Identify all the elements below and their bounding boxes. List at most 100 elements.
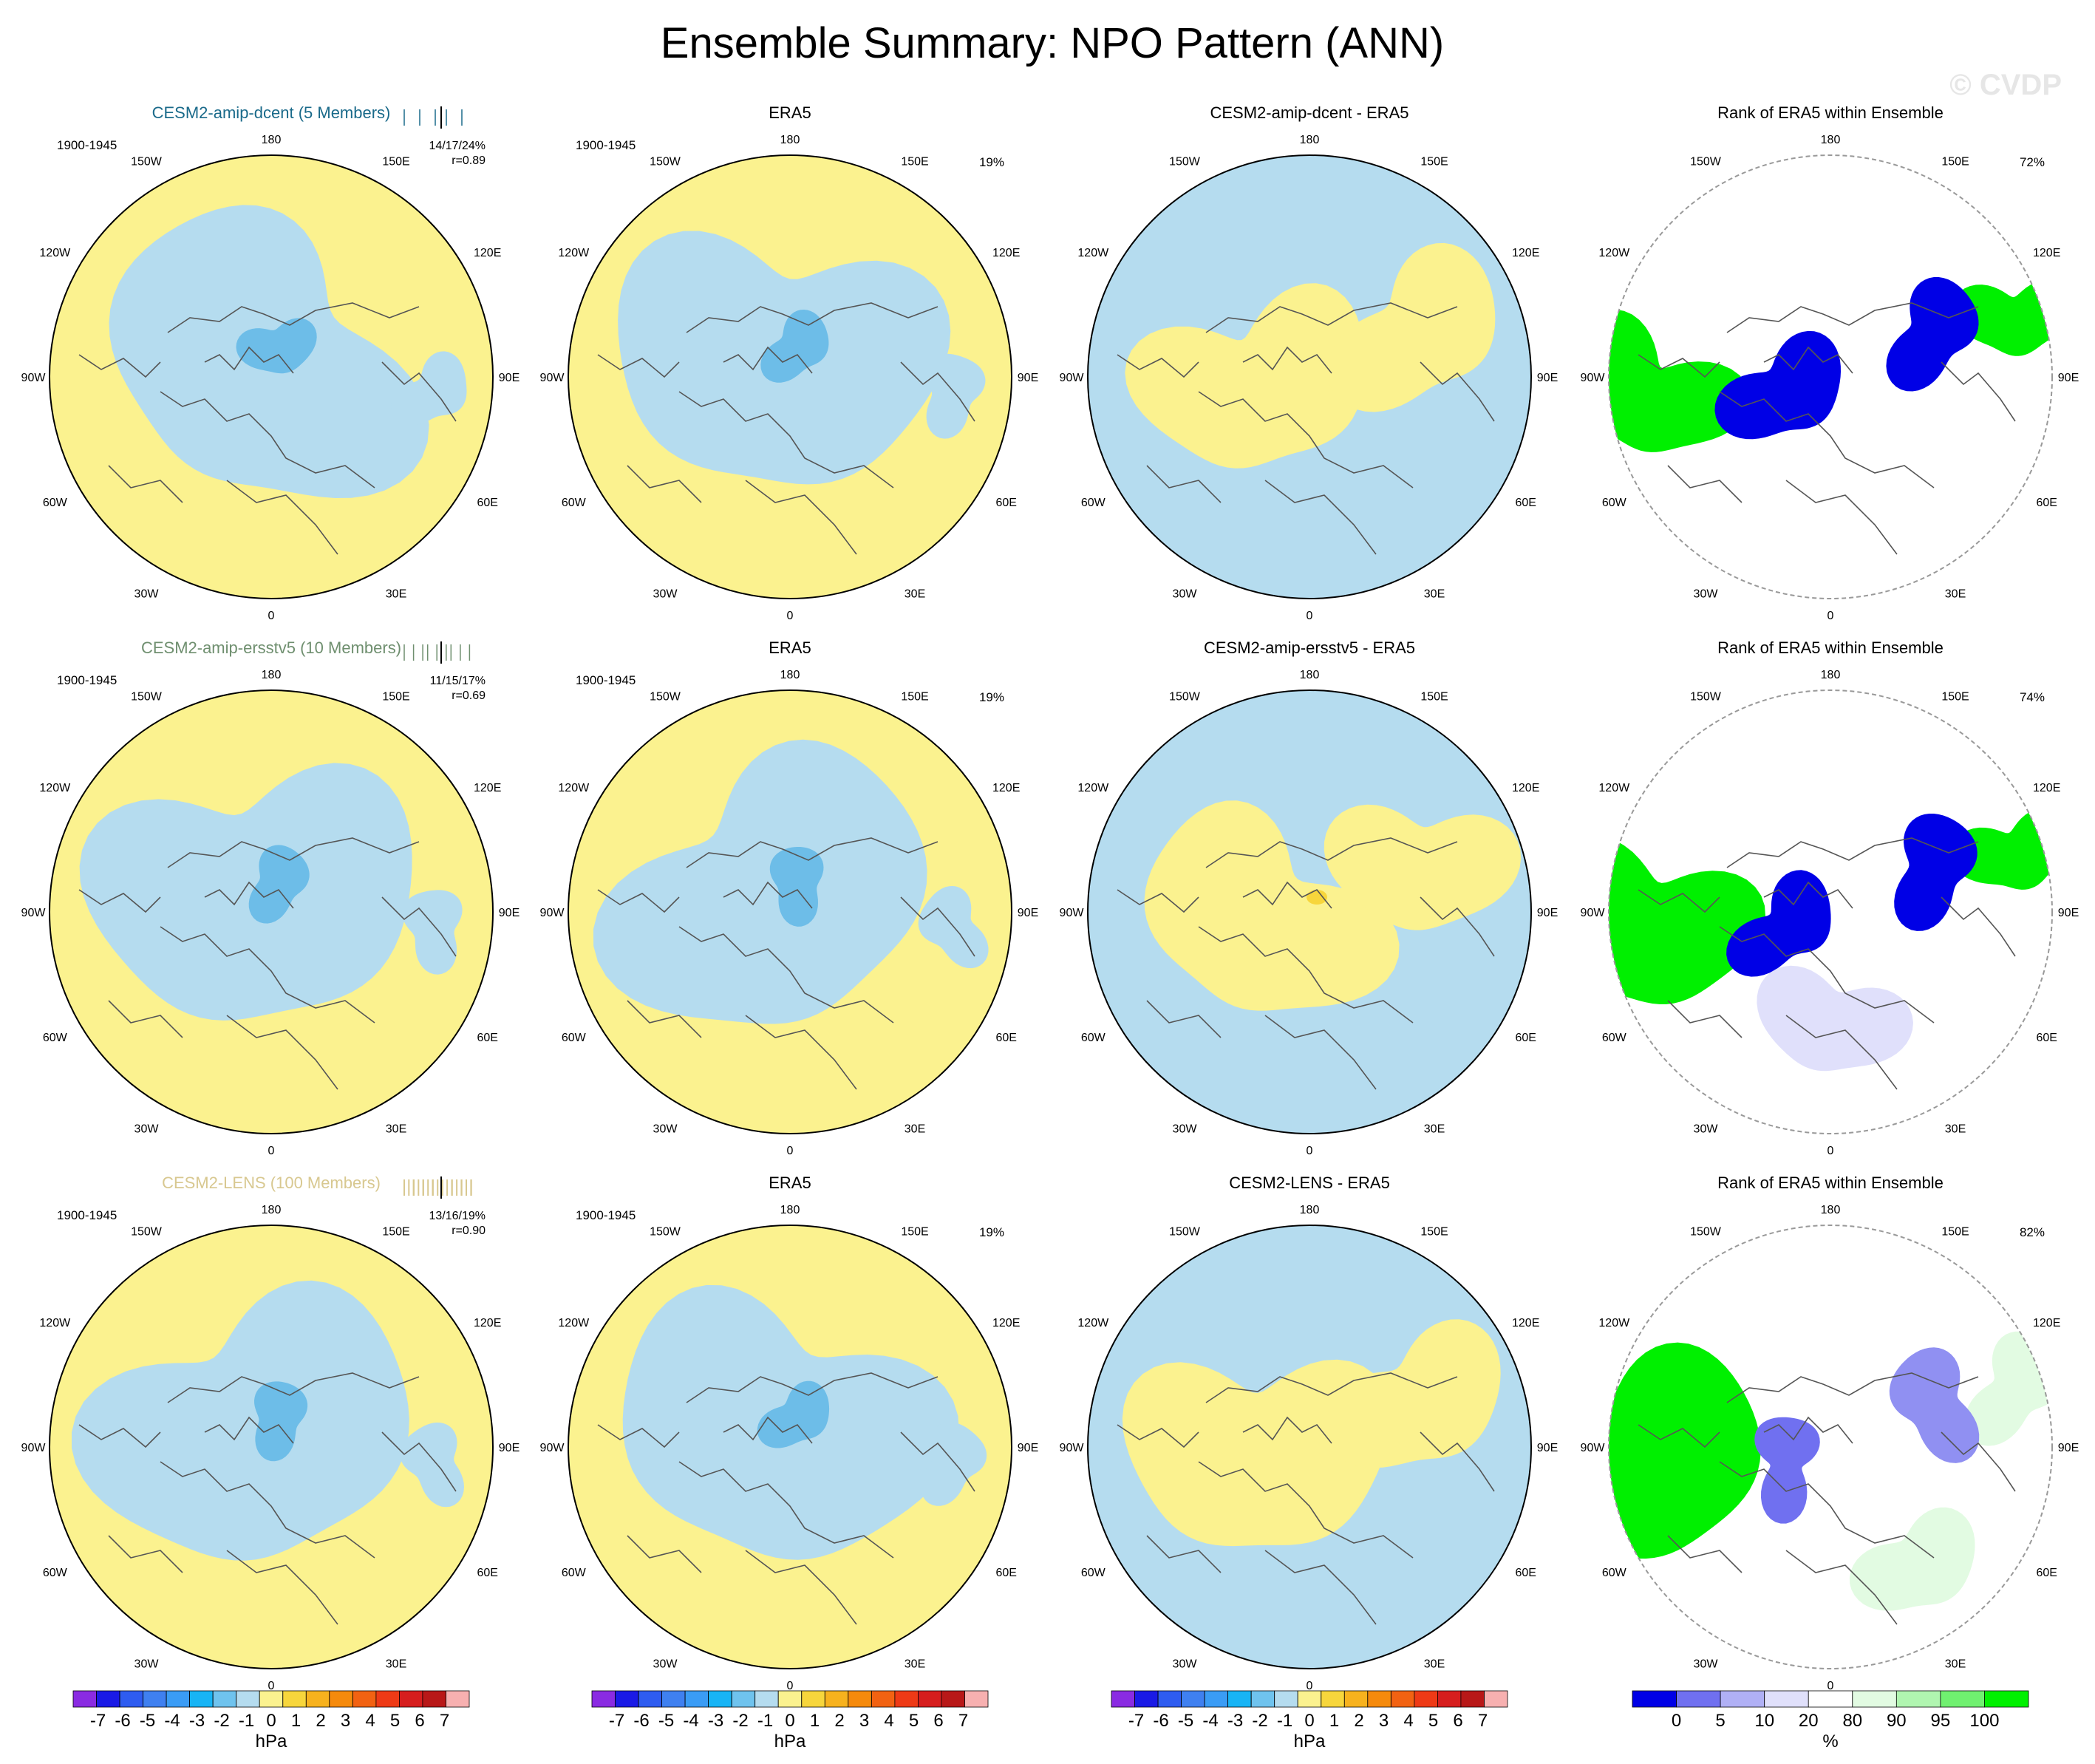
longitude-label: 180 [780, 1204, 800, 1216]
colorbar-tick-label: 4 [365, 1711, 375, 1731]
panel-title: CESM2-amip-dcent (5 Members) [152, 103, 391, 122]
colorbar-swatch [1676, 1690, 1721, 1708]
longitude-label: 180 [1821, 1204, 1841, 1216]
panel-title: Rank of ERA5 within Ensemble [1717, 1174, 1944, 1192]
coastline [745, 480, 857, 555]
coastline [678, 1461, 894, 1559]
longitude-label: 60W [1602, 1032, 1627, 1044]
colorbar-tick-label: 3 [1379, 1711, 1389, 1731]
coastline [1146, 1535, 1222, 1573]
colorbar-swatch [941, 1690, 965, 1708]
longitude-label: 150W [1690, 690, 1722, 703]
longitude-label: 150E [1941, 690, 1969, 703]
colorbar-swatch [143, 1690, 167, 1708]
coastline [597, 354, 680, 378]
colorbar-swatch [1852, 1690, 1897, 1708]
colorbar-swatch [777, 1690, 803, 1708]
longitude-label: 90W [1060, 1442, 1085, 1454]
coastline [1264, 480, 1377, 555]
map-panel-obs: 180 150E 120E 90E 60E 30E 0 30W 60W 90W 120W 150W ER… [540, 1174, 1039, 1692]
longitude-label: 60E [995, 1032, 1016, 1044]
colorbar-tick-label: 1 [1329, 1711, 1339, 1731]
colorbar-tick-label: 2 [316, 1711, 325, 1731]
figure-title: Ensemble Summary: NPO Pattern (ANN) [661, 19, 1444, 67]
coastline [1117, 889, 1199, 913]
map-border [49, 154, 494, 599]
rank-high-region [1849, 1507, 1975, 1611]
coastline [627, 465, 702, 503]
colorbar-swatch [1227, 1690, 1252, 1708]
negative-anomaly [402, 890, 463, 975]
colorbar-tick-label: 0 [1672, 1711, 1681, 1731]
colorbar-swatch [1181, 1690, 1205, 1708]
rank-low-region [1889, 1347, 1980, 1463]
negative-anomaly-core [760, 310, 829, 383]
colorbar-tick-label: 5 [909, 1711, 919, 1731]
colorbar-tick-label: -3 [708, 1711, 723, 1731]
coastline [1763, 1416, 1853, 1444]
coastline [1205, 1372, 1458, 1403]
map-panel-model: 180 150E 120E 90E 60E 30E 0 30W 60W 90W 120W 150W CE… [21, 1174, 520, 1692]
coastline [723, 1416, 813, 1444]
colorbar-unit: hPa [256, 1731, 287, 1751]
colorbar-swatch [189, 1690, 214, 1708]
longitude-label: 60W [1081, 1032, 1106, 1044]
longitude-label: 120E [992, 1317, 1020, 1329]
colorbar-swatch [259, 1690, 284, 1708]
colorbar-unit: hPa [774, 1731, 806, 1751]
coastline [1420, 896, 1495, 957]
longitude-label: 120E [1512, 782, 1539, 794]
colorbar-unit: hPa [1294, 1731, 1326, 1751]
longitude-label: 0 [1827, 1680, 1834, 1692]
longitude-label: 60E [1515, 497, 1536, 509]
panel-title: CESM2-amip-dcent - ERA5 [1210, 103, 1409, 122]
period-label: 1900-1945 [57, 138, 117, 152]
colorbar-tick-label: 80 [1842, 1711, 1862, 1731]
field-shading [568, 155, 1012, 599]
negative-anomaly-core [236, 318, 317, 374]
colorbar-tick-label: 5 [390, 1711, 400, 1731]
coastline [1198, 926, 1414, 1024]
colorbar-tick-label: -6 [115, 1711, 130, 1731]
field-shading [568, 1225, 1012, 1669]
map-border [1087, 154, 1532, 599]
rank-low-region [1754, 1417, 1820, 1524]
colorbar-tick-label: 1 [810, 1711, 820, 1731]
map-border [568, 689, 1012, 1134]
colorbar-swatch [399, 1690, 423, 1708]
colorbar-tick-label: -2 [732, 1711, 748, 1731]
colorbar-swatch [731, 1690, 756, 1708]
negative-anomaly [920, 1422, 987, 1506]
period-label: 1900-1945 [576, 1208, 636, 1222]
longitude-label: 120W [1077, 782, 1109, 794]
longitude-label: 60E [2036, 1567, 2057, 1579]
coastline [1941, 896, 2016, 957]
longitude-label: 90W [1060, 907, 1085, 919]
coastline [627, 1535, 702, 1573]
longitude-label: 60E [2036, 497, 2057, 509]
map-panel-obs: 180 150E 120E 90E 60E 30E 0 30W 60W 90W 120W 150W ER… [540, 103, 1039, 622]
rank-high-region [1609, 835, 1765, 1004]
field-shading [50, 1225, 493, 1669]
longitude-label: 30E [1945, 1123, 1966, 1136]
longitude-label: 120W [39, 782, 71, 794]
colorbar-swatch [1204, 1690, 1228, 1708]
coastline [1638, 1424, 1720, 1448]
coastline [1420, 361, 1495, 422]
coastline [1198, 1461, 1414, 1559]
map-panel-model: 180 150E 120E 90E 60E 30E 0 30W 60W 90W 120W 150W CE… [21, 103, 520, 622]
longitude-label: 0 [268, 1680, 275, 1692]
map-border [49, 1225, 494, 1669]
variance-range-label: 13/16/19% [429, 1210, 486, 1222]
coastline [1941, 361, 2016, 422]
panel-title: CESM2-amip-ersstv5 (10 Members) [141, 638, 401, 657]
longitude-label: 150W [650, 1225, 681, 1238]
longitude-label: 90E [2058, 907, 2079, 919]
variance-label: 74% [2020, 690, 2045, 704]
colorbar-swatch [684, 1690, 709, 1708]
colorbar-tick-label: -6 [1153, 1711, 1168, 1731]
colorbar-swatch [72, 1690, 97, 1708]
colorbar-swatch [1391, 1690, 1415, 1708]
longitude-label: 0 [1827, 1145, 1834, 1157]
